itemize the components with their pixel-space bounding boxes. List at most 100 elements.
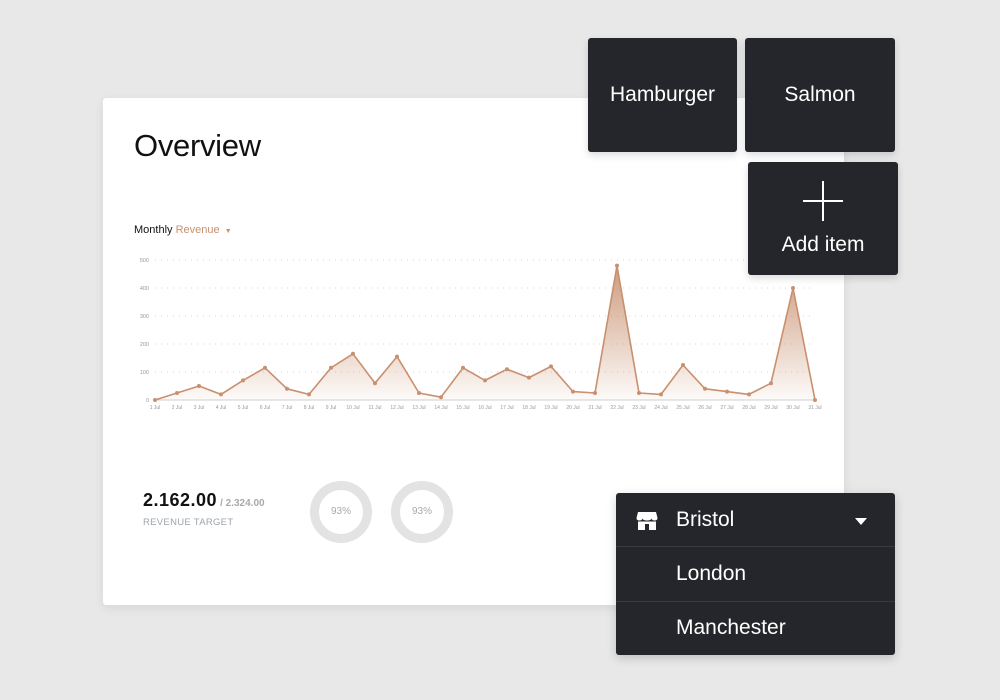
data-point bbox=[703, 386, 707, 391]
data-point bbox=[329, 365, 333, 370]
data-point bbox=[285, 386, 289, 391]
metric-prefix: Monthly bbox=[134, 224, 173, 236]
x-tick-label: 18 Jul bbox=[522, 405, 535, 411]
revenue-value: 2.162.00 bbox=[143, 490, 218, 510]
x-tick-label: 23 Jul bbox=[632, 405, 645, 411]
donut-chart: 93% bbox=[310, 481, 372, 543]
x-tick-label: 28 Jul bbox=[742, 405, 755, 411]
menu-tile-hamburger[interactable]: Hamburger bbox=[588, 38, 737, 152]
x-tick-label: 7 Jul bbox=[282, 405, 293, 411]
y-tick-label: 500 bbox=[140, 258, 149, 264]
x-tick-label: 9 Jul bbox=[326, 405, 337, 411]
x-tick-label: 10 Jul bbox=[346, 405, 359, 411]
data-point bbox=[725, 389, 729, 394]
data-point bbox=[747, 392, 751, 397]
location-option-london[interactable]: London bbox=[616, 547, 895, 601]
option-label: London bbox=[676, 562, 747, 585]
y-tick-label: 300 bbox=[140, 314, 149, 320]
data-point bbox=[549, 364, 553, 369]
data-point bbox=[483, 378, 487, 383]
data-point bbox=[351, 351, 355, 356]
data-point bbox=[505, 367, 509, 372]
data-point bbox=[791, 286, 795, 290]
data-point bbox=[395, 354, 399, 359]
x-tick-label: 20 Jul bbox=[566, 405, 579, 411]
location-selected[interactable]: Bristol bbox=[616, 493, 895, 547]
x-tick-label: 29 Jul bbox=[764, 405, 777, 411]
y-tick-label: 100 bbox=[140, 370, 149, 376]
data-point bbox=[417, 391, 421, 395]
caret-down-icon[interactable] bbox=[855, 518, 867, 525]
revenue-label: REVENUE TARGET bbox=[143, 517, 234, 528]
donut-ring bbox=[391, 481, 453, 543]
data-point bbox=[175, 391, 179, 395]
tile-label: Salmon bbox=[784, 83, 856, 106]
x-tick-label: 16 Jul bbox=[478, 405, 491, 411]
data-point bbox=[241, 378, 245, 383]
data-point bbox=[813, 398, 817, 402]
x-tick-label: 4 Jul bbox=[216, 405, 227, 411]
divider bbox=[616, 601, 895, 602]
data-point bbox=[527, 375, 531, 380]
location-option-manchester[interactable]: Manchester bbox=[616, 601, 895, 655]
location-dropdown[interactable]: Bristol London Manchester bbox=[616, 493, 895, 655]
donut-ring bbox=[310, 481, 372, 543]
y-tick-label: 400 bbox=[140, 286, 149, 292]
data-point bbox=[219, 392, 223, 397]
revenue-total: / 2.324.00 bbox=[220, 498, 265, 509]
x-tick-label: 21 Jul bbox=[588, 405, 601, 411]
metric-selected[interactable]: Revenue bbox=[175, 224, 220, 236]
data-point bbox=[307, 392, 311, 397]
x-tick-label: 27 Jul bbox=[720, 405, 733, 411]
data-point bbox=[571, 389, 575, 394]
data-point bbox=[593, 391, 597, 395]
x-tick-label: 12 Jul bbox=[390, 405, 403, 411]
divider bbox=[616, 546, 895, 547]
data-point bbox=[197, 384, 201, 388]
data-point bbox=[769, 381, 773, 386]
x-tick-label: 5 Jul bbox=[238, 405, 249, 411]
x-tick-label: 31 Jul bbox=[808, 405, 821, 411]
overview-card: Overview Monthly Revenue ▼ 0 100 200 300 400… bbox=[103, 98, 844, 605]
revenue-target-stat: 2.162.00/ 2.324.00 REVENUE TARGET bbox=[143, 490, 265, 528]
caret-down-icon[interactable]: ▼ bbox=[224, 228, 232, 235]
data-point bbox=[681, 363, 685, 367]
x-tick-label: 22 Jul bbox=[610, 405, 623, 411]
data-point bbox=[153, 398, 157, 402]
data-point bbox=[461, 365, 465, 370]
add-item-button[interactable]: Add item bbox=[748, 162, 898, 275]
revenue-chart: 0 100 200 300 400 500 1 Jul 2 Jul 3 Jul 4 Jul 5 Ju… bbox=[140, 258, 822, 411]
x-tick-label: 15 Jul bbox=[456, 405, 469, 411]
location-selected-label: Bristol bbox=[676, 508, 735, 531]
y-tick-label: 0 bbox=[146, 398, 149, 404]
add-item-label: Add item bbox=[781, 232, 865, 256]
x-tick-label: 25 Jul bbox=[676, 405, 689, 411]
x-tick-label: 13 Jul bbox=[412, 405, 425, 411]
tile-label: Hamburger bbox=[609, 83, 716, 106]
x-tick-label: 1 Jul bbox=[150, 405, 161, 411]
page-title: Overview bbox=[134, 128, 261, 163]
x-tick-label: 2 Jul bbox=[172, 405, 183, 411]
data-point bbox=[637, 391, 641, 395]
data-point bbox=[373, 381, 377, 386]
x-tick-label: 11 Jul bbox=[369, 405, 382, 411]
option-label: Manchester bbox=[676, 616, 786, 639]
donut-label: 93% bbox=[411, 506, 432, 517]
y-tick-label: 200 bbox=[140, 342, 149, 348]
x-tick-label: 24 Jul bbox=[654, 405, 667, 411]
x-tick-label: 19 Jul bbox=[544, 405, 557, 411]
x-tick-label: 8 Jul bbox=[304, 405, 315, 411]
x-tick-label: 30 Jul bbox=[786, 405, 799, 411]
data-point bbox=[659, 392, 663, 397]
x-tick-label: 3 Jul bbox=[194, 405, 205, 411]
x-tick-label: 14 Jul bbox=[434, 405, 447, 411]
donut-chart: 93% bbox=[391, 481, 453, 543]
x-tick-label: 17 Jul bbox=[500, 405, 513, 411]
x-tick-label: 26 Jul bbox=[698, 405, 711, 411]
donut-label: 93% bbox=[330, 506, 351, 517]
metric-selector[interactable]: Monthly Revenue ▼ bbox=[134, 224, 232, 236]
data-point bbox=[263, 365, 267, 370]
plus-icon bbox=[803, 180, 843, 221]
menu-tile-salmon[interactable]: Salmon bbox=[745, 38, 895, 152]
data-point bbox=[439, 395, 443, 400]
